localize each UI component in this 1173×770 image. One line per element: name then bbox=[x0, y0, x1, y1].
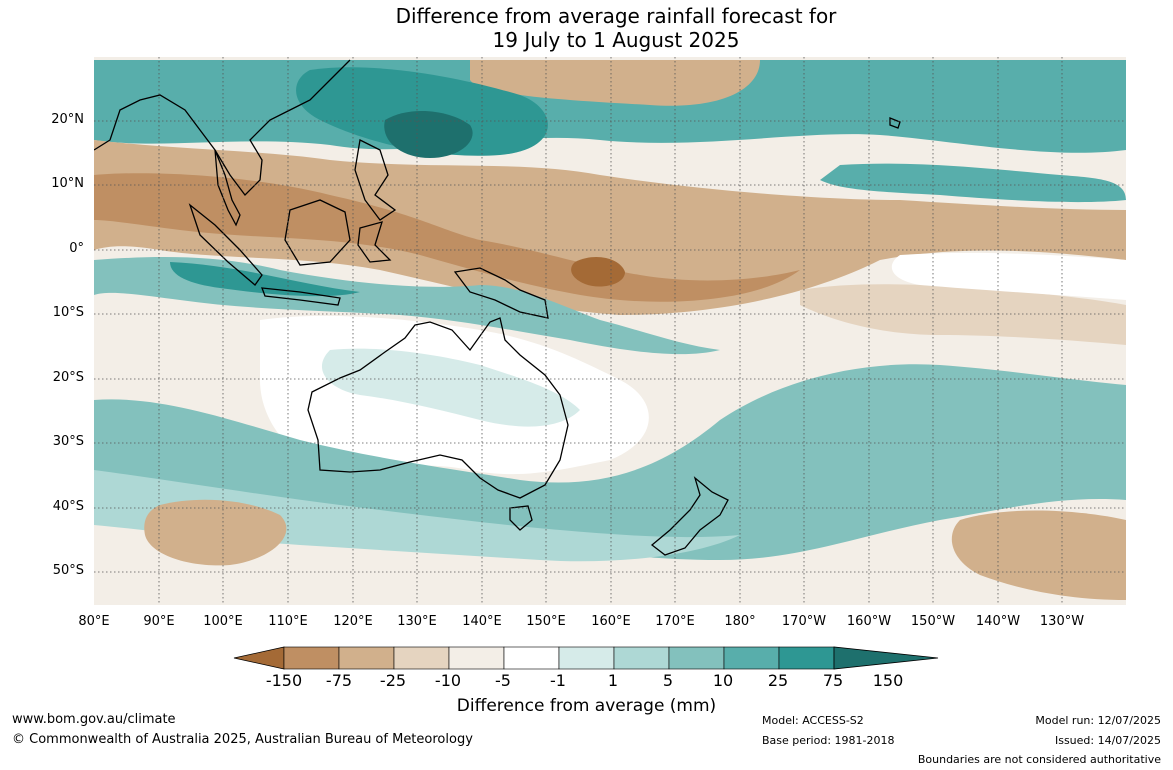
java-coast bbox=[261, 287, 341, 306]
lon-label-110e: 110°E bbox=[268, 614, 308, 629]
colorbar bbox=[233, 646, 939, 670]
colorbar-label-m5: -5 bbox=[495, 671, 511, 690]
map-title: Difference from average rainfall forecas… bbox=[0, 4, 1173, 52]
colorbar-label-m1: -1 bbox=[550, 671, 566, 690]
anomaly-dry-equator bbox=[94, 140, 1126, 315]
anomaly-extreme-wet-north bbox=[384, 110, 473, 158]
anomaly-lightwet-australia bbox=[321, 348, 580, 427]
asia-coast bbox=[94, 59, 351, 196]
colorbar-segment bbox=[338, 646, 395, 670]
colorbar-title: Difference from average (mm) bbox=[456, 696, 717, 716]
title-line-1: Difference from average rainfall forecas… bbox=[395, 4, 837, 28]
colorbar-segment bbox=[393, 646, 450, 670]
lon-label-140w: 140°W bbox=[975, 614, 1021, 629]
lon-label-120e: 120°E bbox=[333, 614, 373, 629]
png-coast bbox=[453, 267, 549, 319]
lon-label-180: 180° bbox=[724, 614, 756, 629]
anomaly-dry-southeast bbox=[951, 510, 1126, 600]
colorbar-label-10: 10 bbox=[712, 671, 734, 690]
anomaly-extreme-dry-png bbox=[571, 257, 625, 287]
lon-label-130e: 130°E bbox=[397, 614, 437, 629]
lon-label-130w: 130°W bbox=[1039, 614, 1085, 629]
colorbar-segment bbox=[283, 646, 340, 670]
anomaly-dry-north bbox=[470, 60, 760, 106]
anomaly-normal-pacific-east bbox=[891, 252, 1126, 300]
tasmania-coast bbox=[509, 505, 533, 531]
anomaly-dry-pacific-south bbox=[800, 284, 1126, 345]
copyright-text: © Commonwealth of Australia 2025, Austra… bbox=[12, 732, 473, 747]
title-line-2: 19 July to 1 August 2025 bbox=[492, 28, 740, 52]
lon-label-170e: 170°E bbox=[655, 614, 695, 629]
lon-label-170w: 170°W bbox=[781, 614, 827, 629]
lon-label-90e: 90°E bbox=[143, 614, 175, 629]
colorbar-label-75: 75 bbox=[822, 671, 844, 690]
issued-date: Issued: 14/07/2025 bbox=[1054, 734, 1161, 747]
boundary-disclaimer: Boundaries are not considered authoritat… bbox=[917, 753, 1161, 766]
lat-label-50s: 50°S bbox=[52, 563, 84, 578]
new-zealand-coast bbox=[650, 476, 729, 556]
lon-label-160w: 160°W bbox=[846, 614, 892, 629]
colorbar-label-1: 1 bbox=[607, 671, 619, 690]
colorbar-label-5: 5 bbox=[662, 671, 674, 690]
colorbar-over-arrow bbox=[833, 646, 939, 670]
lon-label-80e: 80°E bbox=[78, 614, 110, 629]
anomaly-wet-pacific-10n bbox=[820, 163, 1126, 203]
australia-coast bbox=[307, 317, 569, 499]
lat-label-30s: 30°S bbox=[52, 434, 84, 449]
coastlines bbox=[94, 59, 901, 556]
lat-label-40s: 40°S bbox=[52, 499, 84, 514]
base-period: Base period: 1981-2018 bbox=[762, 734, 895, 747]
colorbar-segment bbox=[668, 646, 725, 670]
colorbar-label-m150: -150 bbox=[265, 671, 303, 690]
colorbar-under-arrow bbox=[233, 646, 285, 670]
sulawesi-coast bbox=[357, 221, 392, 263]
lat-label-10s: 10°S bbox=[52, 305, 84, 320]
graticule bbox=[94, 57, 1126, 605]
anomaly-verydry-equator bbox=[94, 173, 800, 302]
anomaly-verywet-maritime bbox=[170, 262, 360, 297]
malay-coast bbox=[214, 149, 241, 227]
lat-label-10n: 10°N bbox=[51, 176, 84, 191]
rainfall-map bbox=[94, 57, 1126, 670]
borneo-coast bbox=[284, 199, 351, 266]
colorbar-label-25: 25 bbox=[767, 671, 789, 690]
website-link[interactable]: www.bom.gov.au/climate bbox=[12, 712, 176, 727]
sumatra-coast bbox=[188, 203, 263, 286]
colorbar-segment bbox=[613, 646, 670, 670]
lat-label-20n: 20°N bbox=[51, 112, 84, 127]
model-name: Model: ACCESS-S2 bbox=[762, 714, 864, 727]
lon-label-150e: 150°E bbox=[526, 614, 566, 629]
lon-label-160e: 160°E bbox=[591, 614, 631, 629]
model-run-date: Model run: 12/07/2025 bbox=[1035, 714, 1161, 727]
lon-label-140e: 140°E bbox=[462, 614, 502, 629]
anomaly-dry-southwest bbox=[144, 499, 287, 566]
colorbar-segment bbox=[448, 646, 505, 670]
lon-label-100e: 100°E bbox=[203, 614, 243, 629]
colorbar-segment bbox=[778, 646, 835, 670]
colorbar-label-150: 150 bbox=[872, 671, 904, 690]
colorbar-segment bbox=[503, 646, 560, 670]
lon-label-150w: 150°W bbox=[910, 614, 956, 629]
lat-label-20s: 20°S bbox=[52, 370, 84, 385]
hawaii-coast bbox=[889, 117, 901, 129]
philippines-coast bbox=[354, 139, 397, 221]
colorbar-segment bbox=[723, 646, 780, 670]
colorbar-label-m25: -25 bbox=[379, 671, 407, 690]
colorbar-label-m75: -75 bbox=[325, 671, 353, 690]
colorbar-segment bbox=[558, 646, 615, 670]
colorbar-label-m10: -10 bbox=[434, 671, 462, 690]
lat-label-0: 0° bbox=[69, 241, 84, 256]
